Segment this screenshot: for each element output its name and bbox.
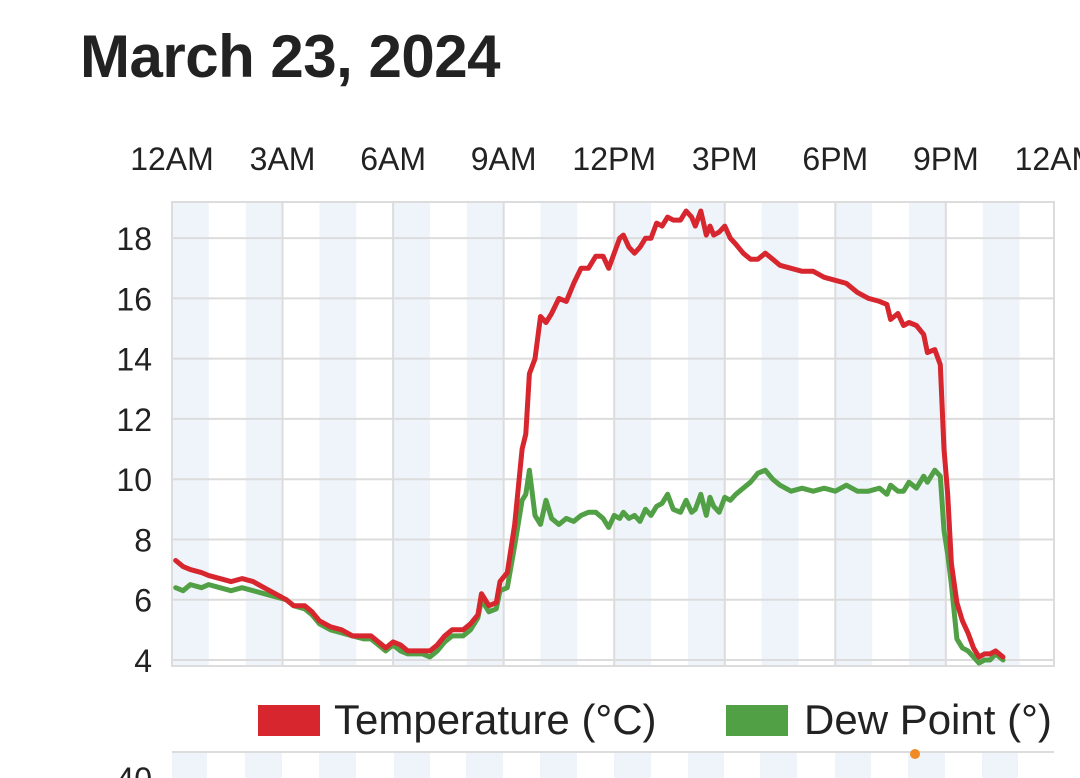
- legend-temperature-label: Temperature (°C): [334, 696, 657, 743]
- plot-border: [171, 201, 1055, 667]
- hour-bands: [172, 202, 1020, 666]
- next-hour-band: [466, 752, 503, 778]
- x-tick-label: 3PM: [692, 141, 758, 177]
- next-hour-band: [688, 752, 724, 778]
- next-hour-band: [614, 752, 651, 778]
- temperature-line: [173, 208, 1006, 660]
- hour-band: [687, 202, 725, 666]
- legend-dew-point[interactable]: Dew Point (°): [726, 696, 1052, 743]
- next-y-tick-label: 40: [116, 761, 152, 778]
- next-hour-band: [835, 752, 871, 778]
- x-tick-label: 9AM: [471, 141, 537, 177]
- x-tick-label: 12AM: [130, 141, 214, 177]
- chart-grid: [171, 201, 1055, 667]
- x-tick-label: 9PM: [913, 141, 979, 177]
- next-hour-band: [540, 752, 577, 778]
- y-tick-label: 6: [134, 583, 152, 619]
- y-tick-label: 12: [116, 402, 152, 438]
- x-axis-ticks: 12AM 3AM 6AM 9AM 12PM 3PM 6PM 9PM 12AM: [130, 141, 1080, 177]
- hour-band: [761, 202, 799, 666]
- hour-band: [835, 202, 873, 666]
- y-tick-label: 16: [116, 281, 152, 317]
- x-tick-label: 6PM: [802, 141, 868, 177]
- legend-temperature-swatch: [258, 705, 320, 736]
- hour-band: [540, 202, 578, 666]
- next-hour-band: [319, 752, 356, 778]
- y-tick-label: 8: [134, 522, 152, 558]
- y-tick-label: 4: [134, 643, 152, 679]
- x-tick-label: 12AM: [1015, 141, 1080, 177]
- indicator-dot: [910, 749, 920, 759]
- dew-point-line: [173, 467, 1006, 666]
- x-tick-label: 3AM: [250, 141, 316, 177]
- next-hour-band: [394, 752, 430, 778]
- y-tick-label: 14: [116, 342, 152, 378]
- hour-band: [172, 202, 209, 666]
- next-hour-band: [172, 752, 207, 778]
- x-tick-label: 6AM: [360, 141, 426, 177]
- hour-band: [614, 202, 652, 666]
- series-lines: [173, 208, 1006, 666]
- next-hour-band: [245, 752, 282, 778]
- y-tick-label: 18: [116, 221, 152, 257]
- hour-band: [909, 202, 946, 666]
- hour-band: [982, 202, 1020, 666]
- hour-band: [393, 202, 430, 666]
- next-hour-band: [982, 752, 1018, 778]
- y-tick-label: 10: [116, 462, 152, 498]
- legend[interactable]: Temperature (°C) Dew Point (°): [258, 696, 1052, 743]
- hour-band: [319, 202, 357, 666]
- x-tick-label: 12PM: [572, 141, 656, 177]
- next-chart-preview: 40: [116, 751, 1054, 778]
- page-title: March 23, 2024: [80, 23, 500, 90]
- y-axis-ticks: 4 6 8 10 12 14 16 18: [116, 221, 152, 679]
- legend-dew-point-swatch: [726, 705, 788, 736]
- legend-temperature[interactable]: Temperature (°C): [258, 696, 657, 743]
- legend-dew-point-label: Dew Point (°): [804, 696, 1052, 743]
- next-hour-band: [760, 752, 797, 778]
